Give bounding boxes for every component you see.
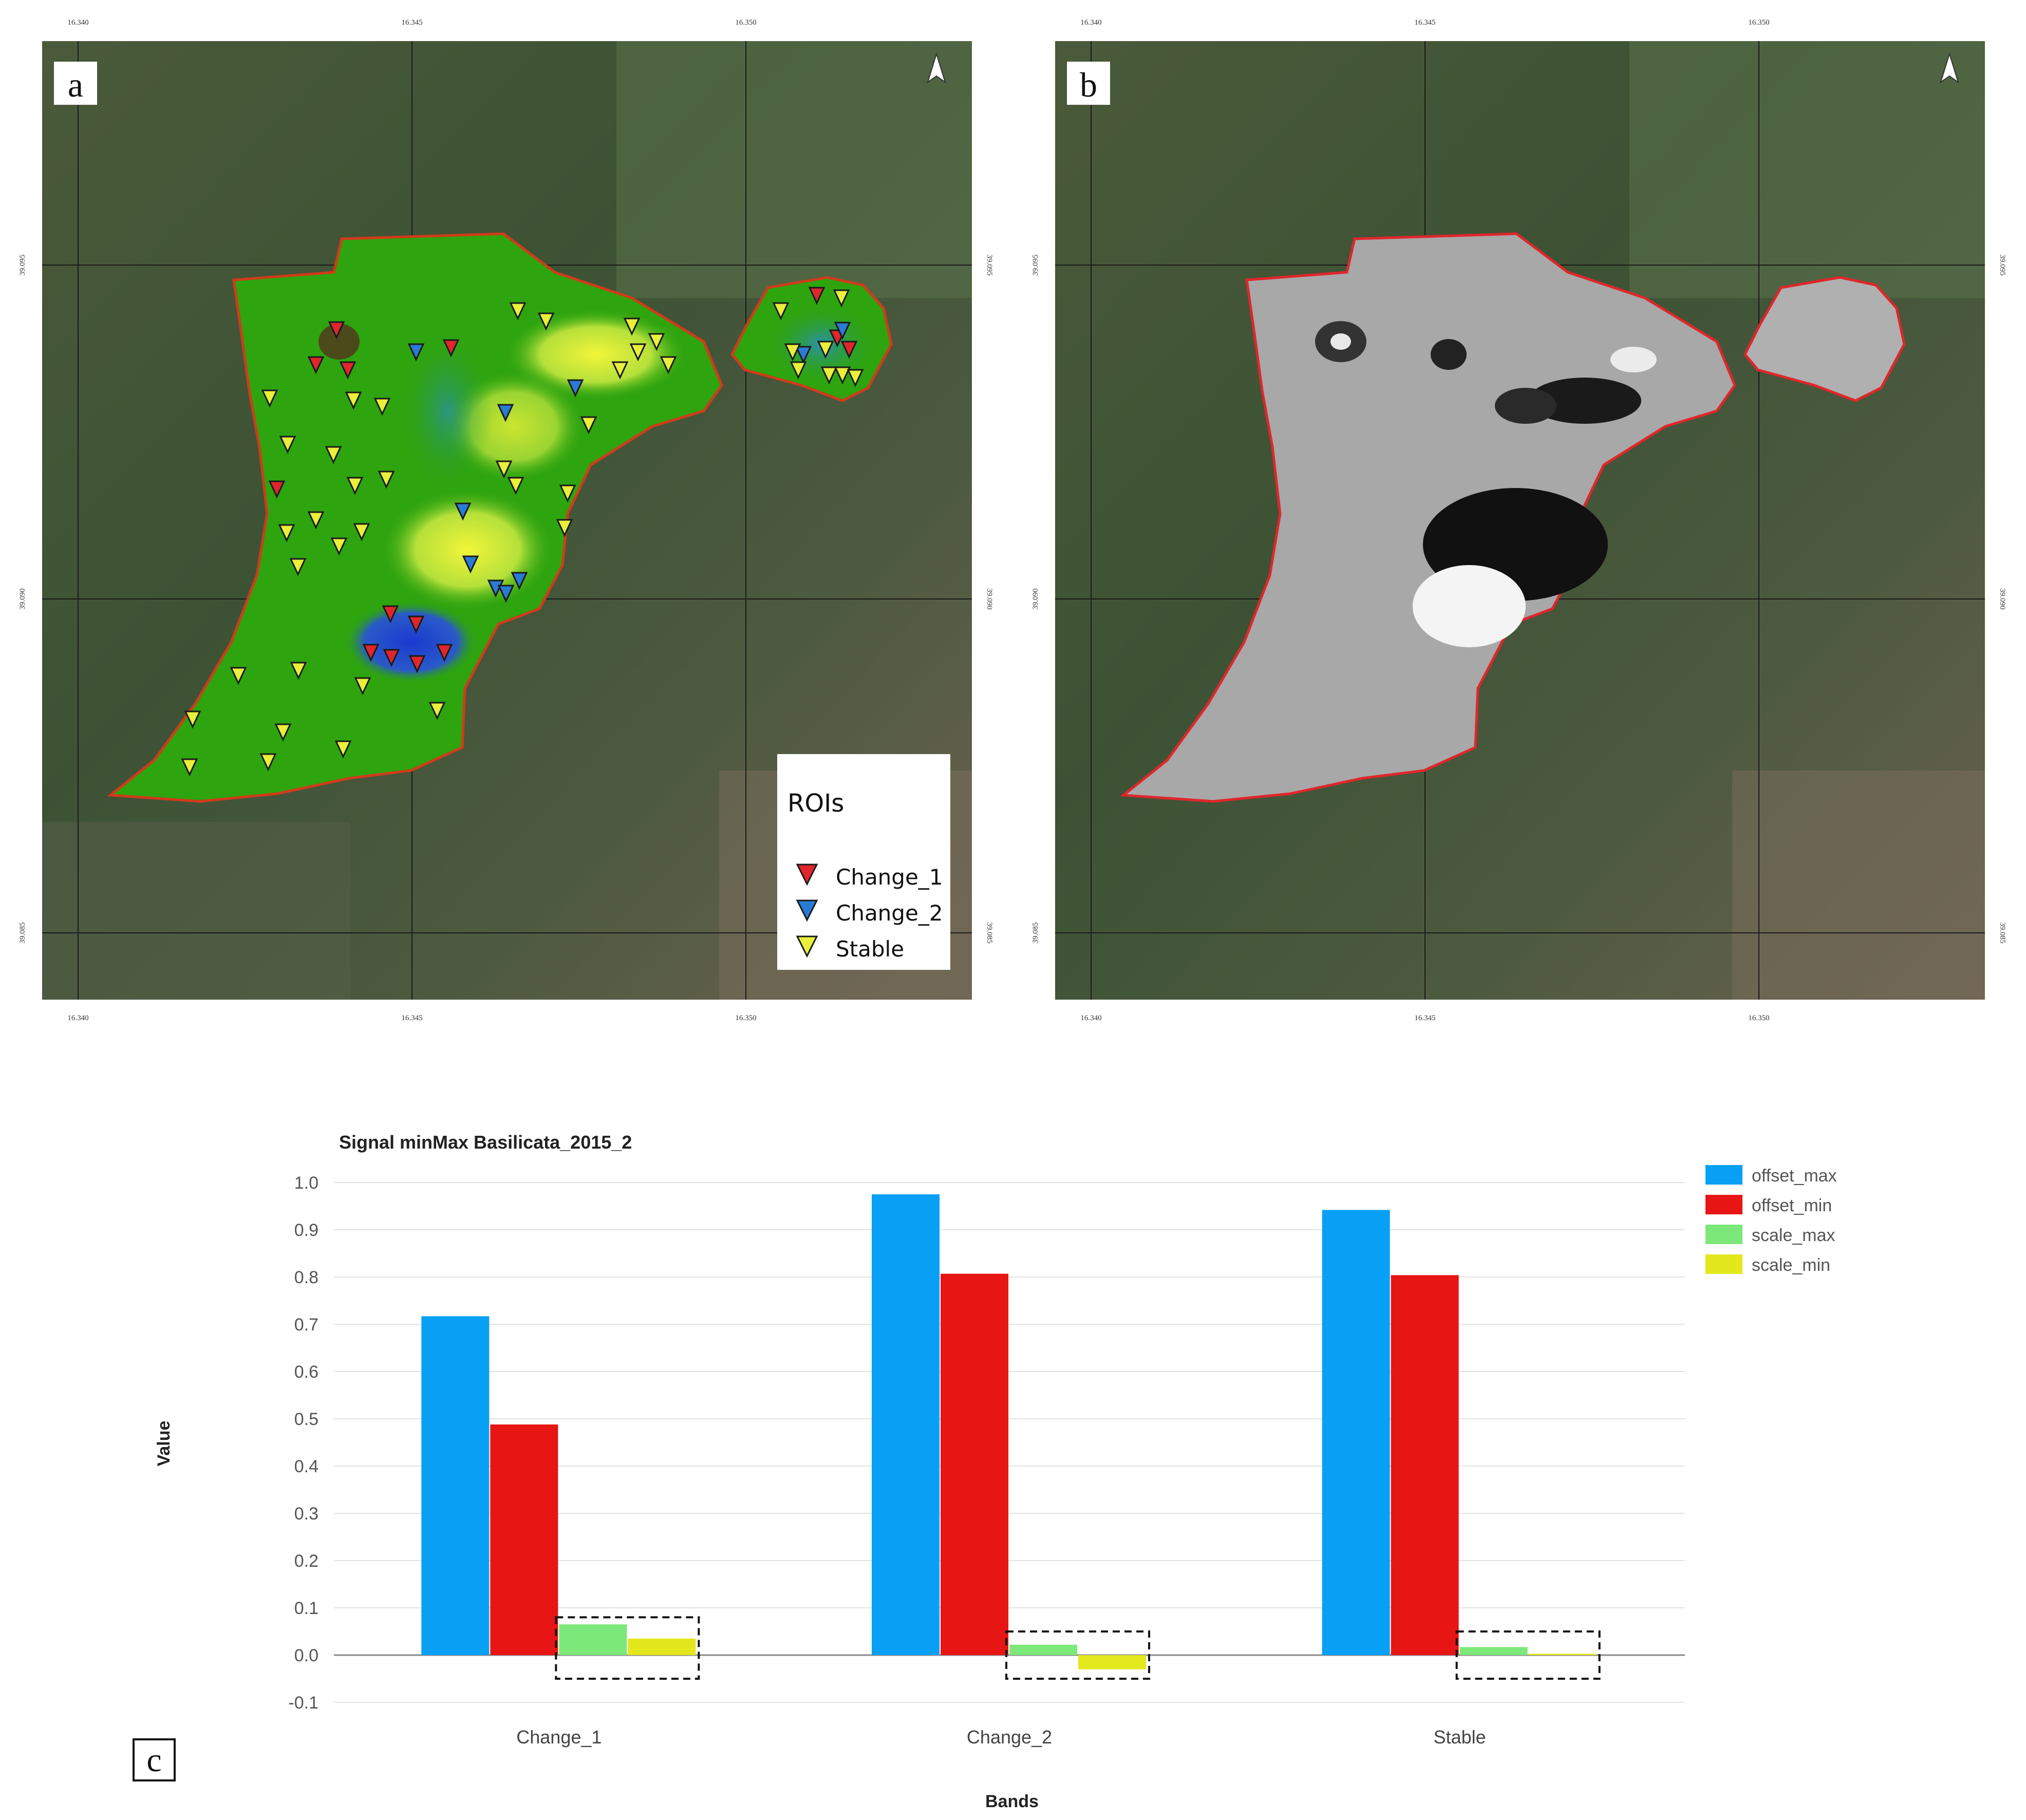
coord-left-3: 39.085	[18, 922, 27, 943]
coord-top-2: 16.345	[401, 18, 422, 27]
y-tick-label: 0.6	[294, 1362, 318, 1382]
roi-markers	[181, 287, 864, 777]
legend-marker-stable-icon	[796, 935, 818, 958]
b-coord-bottom-1: 16.340	[1080, 1014, 1101, 1022]
bar-scale_min-Change_2	[1078, 1655, 1146, 1669]
coord-right-1: 39.095	[985, 254, 993, 275]
chart-bars	[421, 1194, 1597, 1669]
legend-marker-change2-icon	[796, 899, 818, 922]
panel-b-coords: 16.340 16.345 16.350 16.340 16.345 16.35…	[1031, 18, 2006, 1022]
coord-bottom-2: 16.345	[401, 1014, 422, 1022]
highlight-box-Change_2	[1005, 1630, 1150, 1680]
y-tick-label: 0.1	[294, 1599, 318, 1618]
x-tick-label-Change_1: Change_1	[516, 1727, 602, 1748]
bar-scale_max-Change_1	[559, 1624, 627, 1655]
roi-legend-label-change1: Change_1	[836, 865, 943, 890]
y-tick-labels: 1.0 0.9 0.8 0.7 0.6 0.5 0.4 0.3 0.2 0.1 0.0 -0.1	[288, 1173, 318, 1713]
b-coord-bottom-2: 16.345	[1414, 1014, 1435, 1022]
y-tick-label: -0.1	[288, 1693, 318, 1713]
y-tick-label: 0.0	[294, 1646, 318, 1665]
panel-a-letter: a	[68, 65, 83, 104]
panel-a-map: a 16.340 16.345 16.350 16.340 16.345 16.…	[18, 18, 993, 1022]
coord-left-1: 39.095	[18, 254, 27, 275]
b-coord-top-2: 16.345	[1414, 18, 1435, 27]
y-tick-label: 0.7	[294, 1315, 318, 1335]
north-arrow-icon	[927, 52, 946, 84]
bar-scale_max-Change_2	[1009, 1644, 1077, 1655]
b-coord-right-1: 39.095	[1998, 254, 2006, 275]
y-tick-label: 0.3	[294, 1504, 318, 1524]
b-coord-bottom-3: 16.350	[1748, 1014, 1769, 1022]
b-coord-top-3: 16.350	[1748, 18, 1769, 27]
bar-offset_max-Change_1	[421, 1316, 490, 1655]
change-polygon-main	[1120, 232, 1736, 803]
panel-a-coords: 16.340 16.345 16.350 16.340 16.345 16.35…	[18, 18, 993, 1022]
y-tick-label: 0.4	[294, 1457, 318, 1476]
x-tick-label-Change_2: Change_2	[967, 1727, 1052, 1748]
legend-label-offset_max: offset_max	[1752, 1166, 1837, 1186]
bar-offset_min-Change_2	[941, 1273, 1008, 1655]
roi-legend-label-change2: Change_2	[836, 900, 943, 926]
roi-legend: ROIs Change_1 Change_2 Stable	[777, 754, 950, 970]
b-coord-left-3: 39.085	[1031, 922, 1040, 943]
highlight-box-Change_1	[555, 1616, 700, 1680]
panel-c-letter: c	[146, 1741, 161, 1779]
coord-top-1: 16.340	[67, 18, 88, 27]
bar-offset_min-Change_1	[490, 1424, 558, 1655]
bar-offset_max-Change_2	[872, 1194, 940, 1655]
b-coord-left-2: 39.090	[1031, 588, 1040, 609]
legend-label-offset_min: offset_min	[1752, 1196, 1832, 1215]
roi-legend-title: ROIs	[787, 789, 844, 818]
chart-highlight-boxes	[555, 1616, 1601, 1680]
legend-label-scale_min: scale_min	[1752, 1255, 1830, 1275]
x-tick-labels: Change_1 Change_2 Stable	[516, 1727, 1486, 1748]
highlight-box-Stable	[1455, 1630, 1601, 1680]
chart-legend: offset_max offset_min scale_max scale_min	[1705, 1165, 1837, 1275]
panel-b-map: b 16.340 16.345 16.350 16.340 16.345 16.…	[1031, 18, 2006, 1022]
legend-marker-change1-icon	[796, 864, 818, 886]
legend-swatch-scale_max	[1705, 1225, 1742, 1244]
panel-b-letter: b	[1080, 65, 1097, 104]
coord-right-2: 39.090	[985, 588, 993, 609]
panel-c-chart: Signal minMax Basilicata_2015_2 1.0 0.9 0.…	[0, 1053, 2026, 1817]
b-coord-top-1: 16.340	[1080, 18, 1101, 27]
coord-left-2: 39.090	[18, 588, 27, 609]
y-tick-label: 0.5	[294, 1410, 318, 1429]
y-tick-label: 0.2	[294, 1551, 318, 1571]
b-coord-right-2: 39.090	[1998, 588, 2006, 609]
bar-scale_min-Stable	[1528, 1654, 1597, 1655]
x-tick-label-Stable: Stable	[1434, 1727, 1486, 1748]
roi-legend-label-stable: Stable	[836, 936, 904, 962]
panel-c-letter-box	[133, 1738, 176, 1781]
coord-bottom-3: 16.350	[735, 1014, 756, 1022]
y-tick-label: 1.0	[294, 1173, 318, 1193]
bar-offset_max-Stable	[1322, 1210, 1390, 1655]
bar-offset_min-Stable	[1391, 1275, 1459, 1655]
coord-bottom-1: 16.340	[67, 1014, 88, 1022]
chart-title: Signal minMax Basilicata_2015_2	[339, 1132, 632, 1153]
coord-top-3: 16.350	[735, 18, 756, 27]
x-axis-label: Bands	[985, 1792, 1039, 1811]
y-axis-label: Value	[154, 1421, 174, 1467]
coord-right-3: 39.085	[985, 922, 993, 943]
legend-label-scale_max: scale_max	[1752, 1226, 1835, 1245]
y-tick-label: 0.8	[294, 1268, 318, 1287]
legend-swatch-offset_min	[1705, 1195, 1742, 1214]
legend-swatch-offset_max	[1705, 1165, 1742, 1185]
y-tick-label: 0.9	[294, 1221, 318, 1240]
change-polygon-small	[1743, 276, 1906, 402]
bar-scale_max-Stable	[1459, 1647, 1528, 1655]
b-coord-right-3: 39.085	[1998, 922, 2006, 943]
legend-swatch-scale_min	[1705, 1254, 1742, 1274]
bar-chart: Signal minMax Basilicata_2015_2 1.0 0.9 0.…	[133, 1132, 1837, 1811]
bar-scale_min-Change_1	[628, 1638, 696, 1655]
b-coord-left-1: 39.095	[1031, 254, 1040, 275]
north-arrow-b-icon	[1940, 52, 1959, 84]
